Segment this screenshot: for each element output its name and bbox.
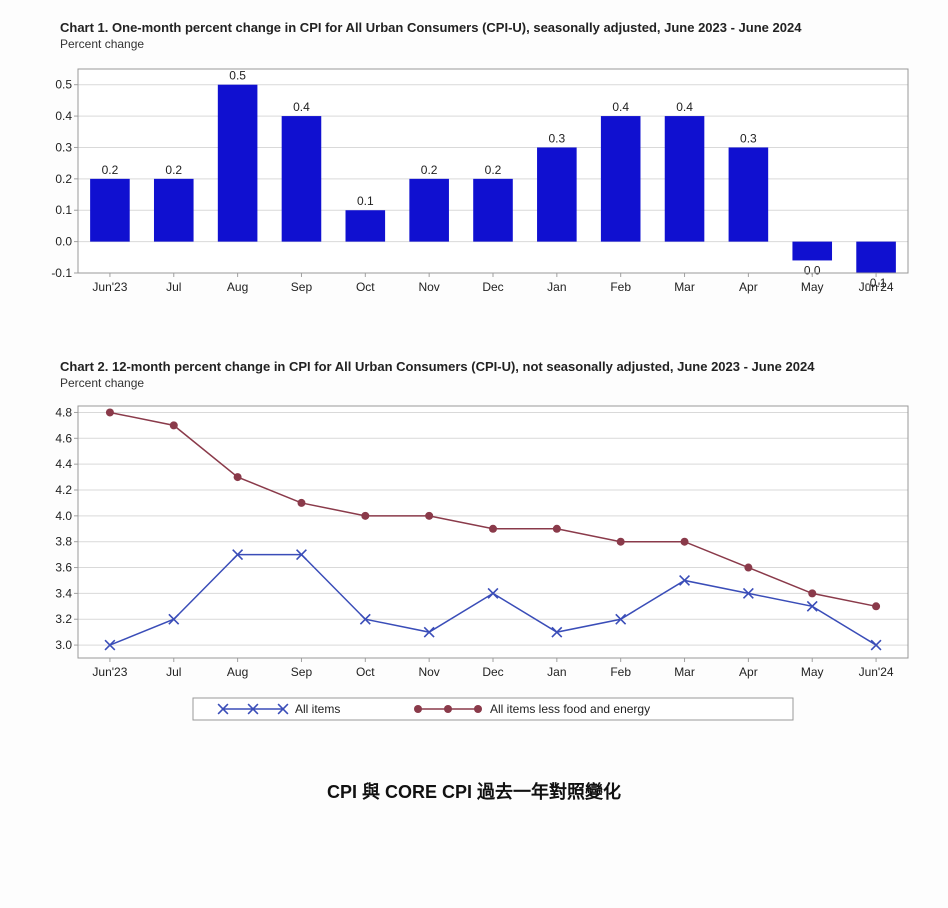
- svg-text:3.4: 3.4: [55, 586, 72, 600]
- svg-text:3.8: 3.8: [55, 535, 72, 549]
- svg-text:Sep: Sep: [291, 665, 313, 679]
- footer-caption: CPI 與 CORE CPI 過去一年對照變化: [20, 778, 928, 804]
- svg-text:All items less food and energy: All items less food and energy: [490, 702, 650, 716]
- svg-text:Jun'23: Jun'23: [92, 665, 127, 679]
- chart1-block: Chart 1. One-month percent change in CPI…: [20, 20, 928, 309]
- chart2-block: Chart 2. 12-month percent change in CPI …: [20, 359, 928, 728]
- svg-text:3.2: 3.2: [55, 612, 72, 626]
- svg-text:3.6: 3.6: [55, 561, 72, 575]
- svg-text:Oct: Oct: [356, 665, 375, 679]
- svg-text:Feb: Feb: [610, 665, 631, 679]
- svg-text:-0.1: -0.1: [51, 266, 72, 280]
- svg-text:0.3: 0.3: [549, 131, 566, 145]
- svg-text:Jun'24: Jun'24: [859, 665, 894, 679]
- svg-text:0.5: 0.5: [229, 69, 246, 83]
- svg-text:0.2: 0.2: [165, 163, 182, 177]
- svg-text:Aug: Aug: [227, 280, 248, 294]
- chart2-subtitle: Percent change: [60, 376, 928, 390]
- chart1-subtitle: Percent change: [60, 37, 928, 51]
- svg-text:May: May: [801, 280, 824, 294]
- chart1-title: Chart 1. One-month percent change in CPI…: [60, 20, 928, 35]
- svg-text:4.2: 4.2: [55, 483, 72, 497]
- chart2-title: Chart 2. 12-month percent change in CPI …: [60, 359, 928, 374]
- svg-text:3.0: 3.0: [55, 638, 72, 652]
- svg-text:Jan: Jan: [547, 280, 566, 294]
- svg-text:0.4: 0.4: [293, 100, 310, 114]
- svg-text:0.2: 0.2: [102, 163, 119, 177]
- svg-text:0.0: 0.0: [55, 235, 72, 249]
- svg-text:4.8: 4.8: [55, 405, 72, 419]
- svg-text:Mar: Mar: [674, 665, 695, 679]
- svg-text:4.6: 4.6: [55, 431, 72, 445]
- svg-text:Jan: Jan: [547, 665, 566, 679]
- svg-text:0.5: 0.5: [55, 78, 72, 92]
- svg-text:Oct: Oct: [356, 280, 375, 294]
- svg-text:4.0: 4.0: [55, 509, 72, 523]
- svg-text:Dec: Dec: [482, 280, 503, 294]
- svg-text:Apr: Apr: [739, 665, 758, 679]
- svg-text:0.1: 0.1: [357, 194, 374, 208]
- svg-text:0.4: 0.4: [676, 100, 693, 114]
- svg-text:Jun'24: Jun'24: [859, 280, 894, 294]
- svg-text:Jun'23: Jun'23: [92, 280, 127, 294]
- svg-text:0.3: 0.3: [55, 140, 72, 154]
- svg-text:0.2: 0.2: [421, 163, 438, 177]
- svg-text:Dec: Dec: [482, 665, 503, 679]
- svg-text:Apr: Apr: [739, 280, 758, 294]
- svg-text:All items: All items: [295, 702, 340, 716]
- svg-text:0.2: 0.2: [485, 163, 502, 177]
- svg-text:Mar: Mar: [674, 280, 695, 294]
- svg-text:0.3: 0.3: [740, 131, 757, 145]
- svg-text:Jul: Jul: [166, 665, 181, 679]
- svg-text:May: May: [801, 665, 824, 679]
- svg-text:0.1: 0.1: [55, 203, 72, 217]
- svg-text:0.2: 0.2: [55, 172, 72, 186]
- svg-text:Nov: Nov: [418, 280, 439, 294]
- svg-text:0.4: 0.4: [612, 100, 629, 114]
- svg-text:Jul: Jul: [166, 280, 181, 294]
- chart1-svg: -0.1 0.0 0.1 0.2 0.3 0.4 0.5 0.2 Jun'23 0.2 Jul 0.5…: [20, 59, 920, 309]
- svg-text:Nov: Nov: [418, 665, 439, 679]
- svg-text:4.4: 4.4: [55, 457, 72, 471]
- chart2-svg: 3.0 3.2 3.4 3.6 3.8 4.0 4.2 4.4 4.6 4.8 Jun'23 Jul A…: [20, 398, 920, 728]
- svg-text:Aug: Aug: [227, 665, 248, 679]
- svg-text:Sep: Sep: [291, 280, 313, 294]
- svg-text:Feb: Feb: [610, 280, 631, 294]
- svg-text:0.4: 0.4: [55, 109, 72, 123]
